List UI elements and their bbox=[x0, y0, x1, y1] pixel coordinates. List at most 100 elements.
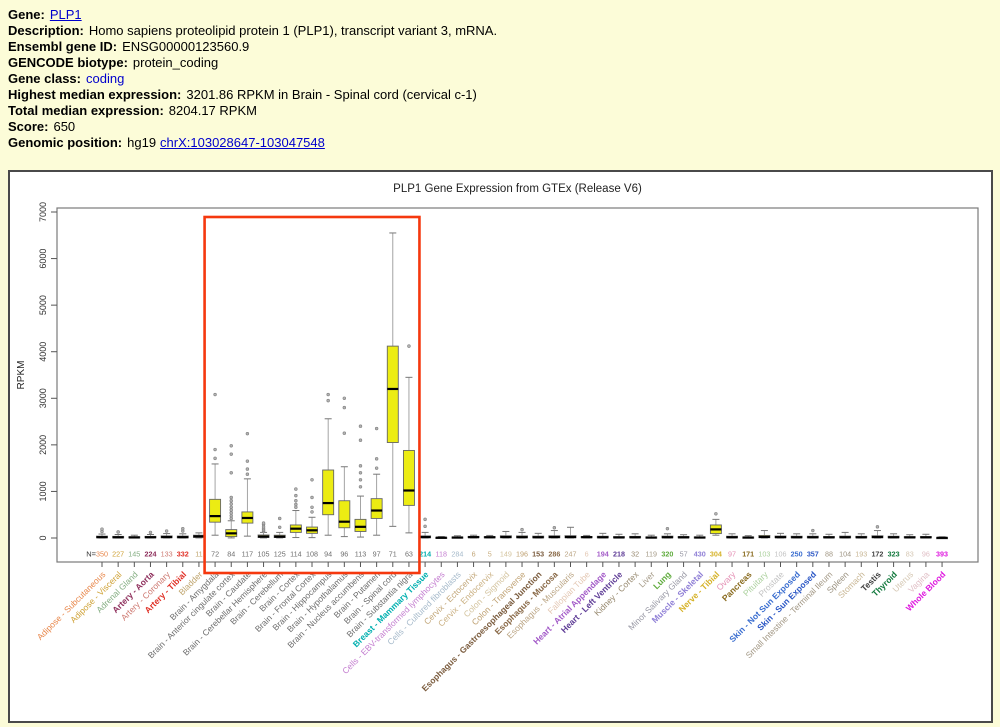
outlier-point bbox=[245, 472, 250, 476]
sample-size-value: 94 bbox=[324, 550, 332, 559]
outlier-point bbox=[278, 525, 282, 529]
y-axis-tick-label: 7000 bbox=[38, 202, 48, 222]
outlier-point bbox=[181, 526, 185, 531]
outlier-point bbox=[229, 499, 233, 503]
boxplot-heart-left-ventricle bbox=[613, 533, 625, 539]
sample-size-value: 6 bbox=[585, 550, 589, 559]
gene-class-link[interactable]: coding bbox=[86, 71, 125, 86]
boxplot-skin-not-sun-exposed bbox=[790, 533, 803, 539]
outlier-point bbox=[278, 516, 282, 521]
outlier-point bbox=[229, 452, 233, 456]
outlier-point bbox=[294, 499, 298, 503]
outlier-point bbox=[374, 426, 379, 431]
sample-size-value: 350 bbox=[96, 550, 108, 559]
outlier-point bbox=[310, 495, 314, 500]
iqr-box bbox=[370, 498, 383, 519]
description-label: Description: bbox=[8, 23, 84, 38]
outlier-point bbox=[358, 424, 363, 428]
gene-line: Gene: PLP1 bbox=[8, 7, 992, 23]
sample-size-value: 393 bbox=[936, 550, 948, 559]
outlier-point bbox=[310, 478, 314, 482]
boxplot-cells-ebv-transformed-lymphocytes bbox=[435, 536, 448, 539]
boxplot-kidney-cortex bbox=[629, 533, 642, 539]
boxplot-brain-putamen bbox=[370, 426, 383, 536]
y-axis-tick-label: 3000 bbox=[38, 388, 48, 408]
score-value: 650 bbox=[53, 119, 76, 134]
boxplot-brain-cerebellum bbox=[273, 516, 286, 539]
boxplot-vagina bbox=[919, 533, 932, 539]
iqr-box bbox=[338, 500, 351, 529]
gene-class-label: Gene class: bbox=[8, 71, 81, 86]
plot-frame bbox=[56, 207, 979, 563]
sample-size-value: 357 bbox=[807, 550, 819, 559]
boxplot-uterus bbox=[903, 534, 916, 539]
score-label: Score: bbox=[8, 119, 49, 134]
sample-size-value: 103 bbox=[758, 550, 770, 559]
outlier-point bbox=[358, 464, 363, 468]
iqr-box bbox=[402, 449, 415, 506]
outlier-point bbox=[326, 398, 330, 403]
outlier-point bbox=[811, 528, 815, 533]
boxplot-spleen bbox=[839, 531, 852, 539]
boxplot-esophagus-gastroesophageal-junction bbox=[532, 532, 545, 539]
boxplot-brain-hypothalamus bbox=[338, 396, 351, 538]
boxplot-liver bbox=[645, 534, 658, 539]
sample-size-value: 323 bbox=[888, 550, 900, 559]
boxplot-brain-spinal-cord bbox=[386, 232, 399, 527]
chart-title: PLP1 Gene Expression from GTEx (Release … bbox=[393, 183, 642, 195]
expression-chart-panel: PLP1 Gene Expression from GTEx (Release … bbox=[8, 170, 993, 723]
biotype-label: GENCODE biotype: bbox=[8, 55, 128, 70]
genomic-position-link[interactable]: chrX:103028647-103047548 bbox=[160, 135, 325, 150]
boxplots bbox=[96, 232, 949, 540]
boxplot-brain-hippocampus bbox=[322, 392, 335, 536]
highest-expression-line: Highest median expression: 3201.86 RPKM i… bbox=[8, 87, 992, 103]
outlier-point bbox=[374, 457, 379, 461]
y-axis-tick-label: 0 bbox=[38, 535, 48, 540]
sample-size-value: 97 bbox=[373, 550, 381, 559]
outlier-point bbox=[261, 521, 266, 525]
sample-size-value: 284 bbox=[451, 550, 463, 559]
sample-size-value: 119 bbox=[646, 550, 657, 559]
boxplot-brain-amygdala bbox=[209, 392, 222, 536]
sample-size-value: 214 bbox=[419, 550, 431, 559]
sample-size-value: 72 bbox=[211, 550, 219, 559]
boxplot-artery-coronary bbox=[160, 529, 173, 539]
sample-size-value: 105 bbox=[258, 550, 270, 559]
outlier-point bbox=[552, 526, 557, 530]
outlier-point bbox=[245, 467, 250, 471]
outlier-point bbox=[213, 392, 217, 397]
expression-chart-svg: PLP1 Gene Expression from GTEx (Release … bbox=[16, 183, 979, 693]
outlier-point bbox=[714, 512, 718, 516]
boxplot-esophagus-muscularis bbox=[564, 526, 577, 539]
boxplot-skin-sun-exposed bbox=[806, 528, 819, 539]
sample-size-value: 194 bbox=[597, 550, 609, 559]
boxplot-brain-substantia-nigra bbox=[402, 344, 415, 534]
sample-size-value: 83 bbox=[906, 550, 914, 559]
sample-size-value: 11 bbox=[195, 550, 202, 559]
gene-link[interactable]: PLP1 bbox=[49, 7, 82, 22]
y-axis-tick-label: 1000 bbox=[38, 481, 48, 501]
genome-assembly-value: hg19 bbox=[127, 135, 157, 150]
total-expression-value: 8204.17 RPKM bbox=[168, 103, 257, 118]
iqr-box bbox=[322, 469, 335, 516]
sample-size-value: 5 bbox=[488, 550, 492, 559]
outlier-point bbox=[423, 524, 427, 529]
boxplot-brain-frontal-cortex bbox=[306, 478, 318, 539]
boxplot-pancreas bbox=[742, 535, 755, 539]
sample-size-value: 6 bbox=[472, 550, 476, 559]
outlier-point bbox=[310, 510, 314, 514]
boxplot-fallopian-tube bbox=[580, 534, 593, 539]
iqr-box bbox=[386, 345, 399, 443]
sample-size-value: 71 bbox=[389, 550, 397, 559]
boxplot-thyroid bbox=[887, 533, 900, 539]
outlier-point bbox=[213, 447, 217, 452]
sample-size-value: 133 bbox=[161, 550, 173, 559]
outlier-point bbox=[342, 396, 347, 400]
outlier-point bbox=[358, 438, 363, 442]
sample-size-value: 250 bbox=[791, 550, 803, 559]
sample-size-value: 97 bbox=[728, 550, 736, 559]
outlier-point bbox=[245, 431, 250, 436]
sample-size-value: 106 bbox=[775, 550, 787, 559]
sample-size-value: 172 bbox=[871, 550, 883, 559]
